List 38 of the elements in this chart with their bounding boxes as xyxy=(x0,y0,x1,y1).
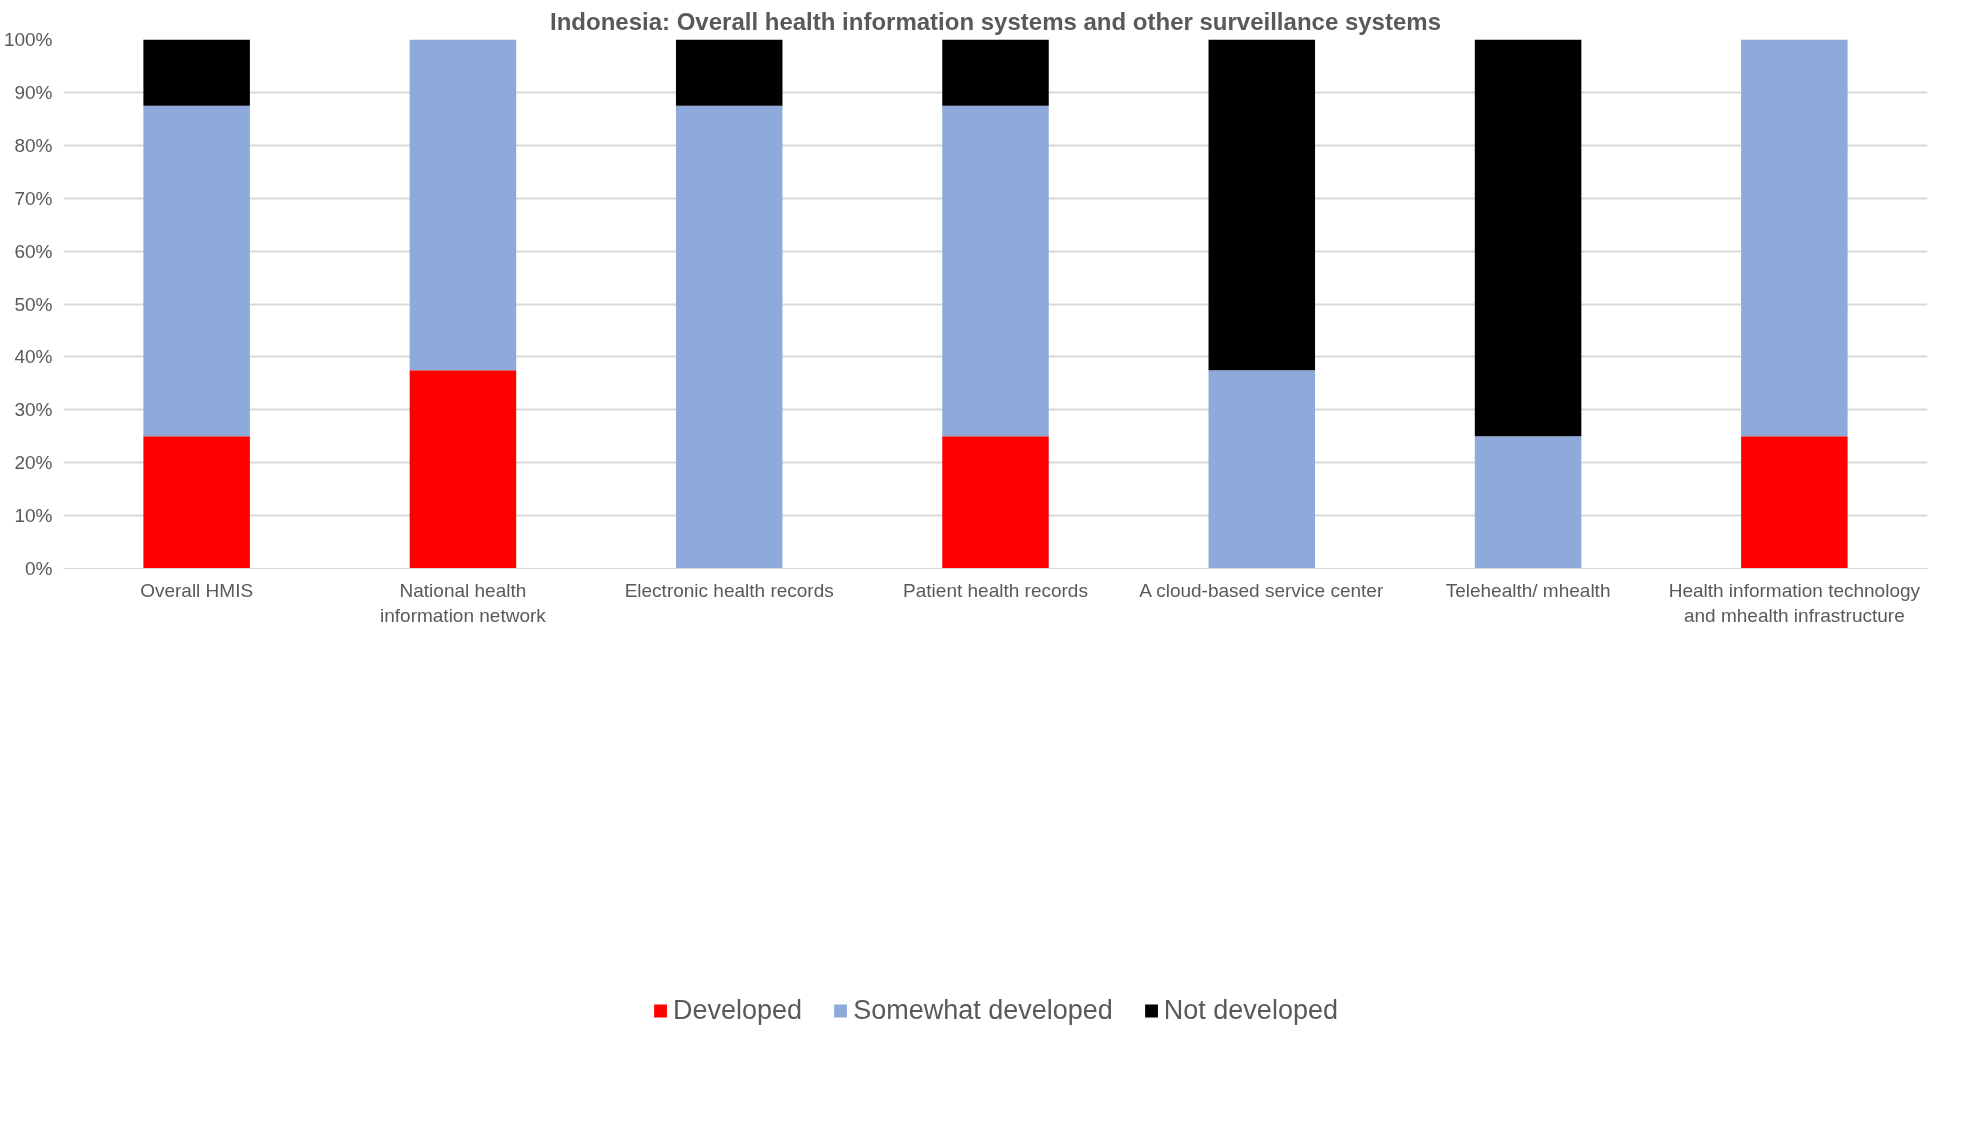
y-tick-label: 100% xyxy=(3,29,53,50)
bar xyxy=(143,105,250,437)
x-tick-label: National health information network xyxy=(380,579,547,626)
y-tick-label: 40% xyxy=(14,346,53,368)
x-tick-label: A cloud-based service center xyxy=(1139,579,1384,601)
bar xyxy=(1208,370,1316,569)
x-tick-label: Telehealth/ mhealth xyxy=(1445,579,1611,601)
bar xyxy=(675,39,783,106)
bar xyxy=(143,39,250,106)
x-tick-label: Health information technology and mhealth infrastructure xyxy=(1668,579,1921,626)
y-tick-label: 0% xyxy=(25,558,53,579)
bar xyxy=(1741,436,1848,569)
legend-label: Somewhat developed xyxy=(853,994,1113,1026)
chart-title: Indonesia: Overall health information systems and other surveillance systems xyxy=(550,7,1441,35)
bar xyxy=(942,436,1049,569)
y-tick-label: 70% xyxy=(14,187,53,209)
x-tick-label: Electronic health records xyxy=(624,579,834,601)
y-tick-label: 60% xyxy=(14,240,53,262)
y-tick-label: 10% xyxy=(14,505,53,527)
legend-label: Developed xyxy=(673,994,803,1026)
bar xyxy=(143,436,250,569)
bar xyxy=(1741,39,1848,437)
bar xyxy=(942,105,1049,437)
y-tick-label: 20% xyxy=(14,452,53,474)
legend-label: Not developed xyxy=(1163,994,1338,1026)
y-tick-label: 50% xyxy=(14,293,53,315)
bar xyxy=(1474,436,1582,569)
bar xyxy=(409,370,517,569)
bar xyxy=(409,39,517,371)
bar xyxy=(675,105,783,569)
y-tick-label: 90% xyxy=(14,81,53,103)
x-tick-label: Overall HMIS xyxy=(140,579,254,601)
x-tick-label: Patient health records xyxy=(903,579,1088,601)
bar xyxy=(1474,39,1582,437)
y-tick-label: 30% xyxy=(14,399,53,421)
bar xyxy=(942,39,1049,106)
y-tick-label: 80% xyxy=(14,134,53,156)
bar xyxy=(1208,39,1316,371)
